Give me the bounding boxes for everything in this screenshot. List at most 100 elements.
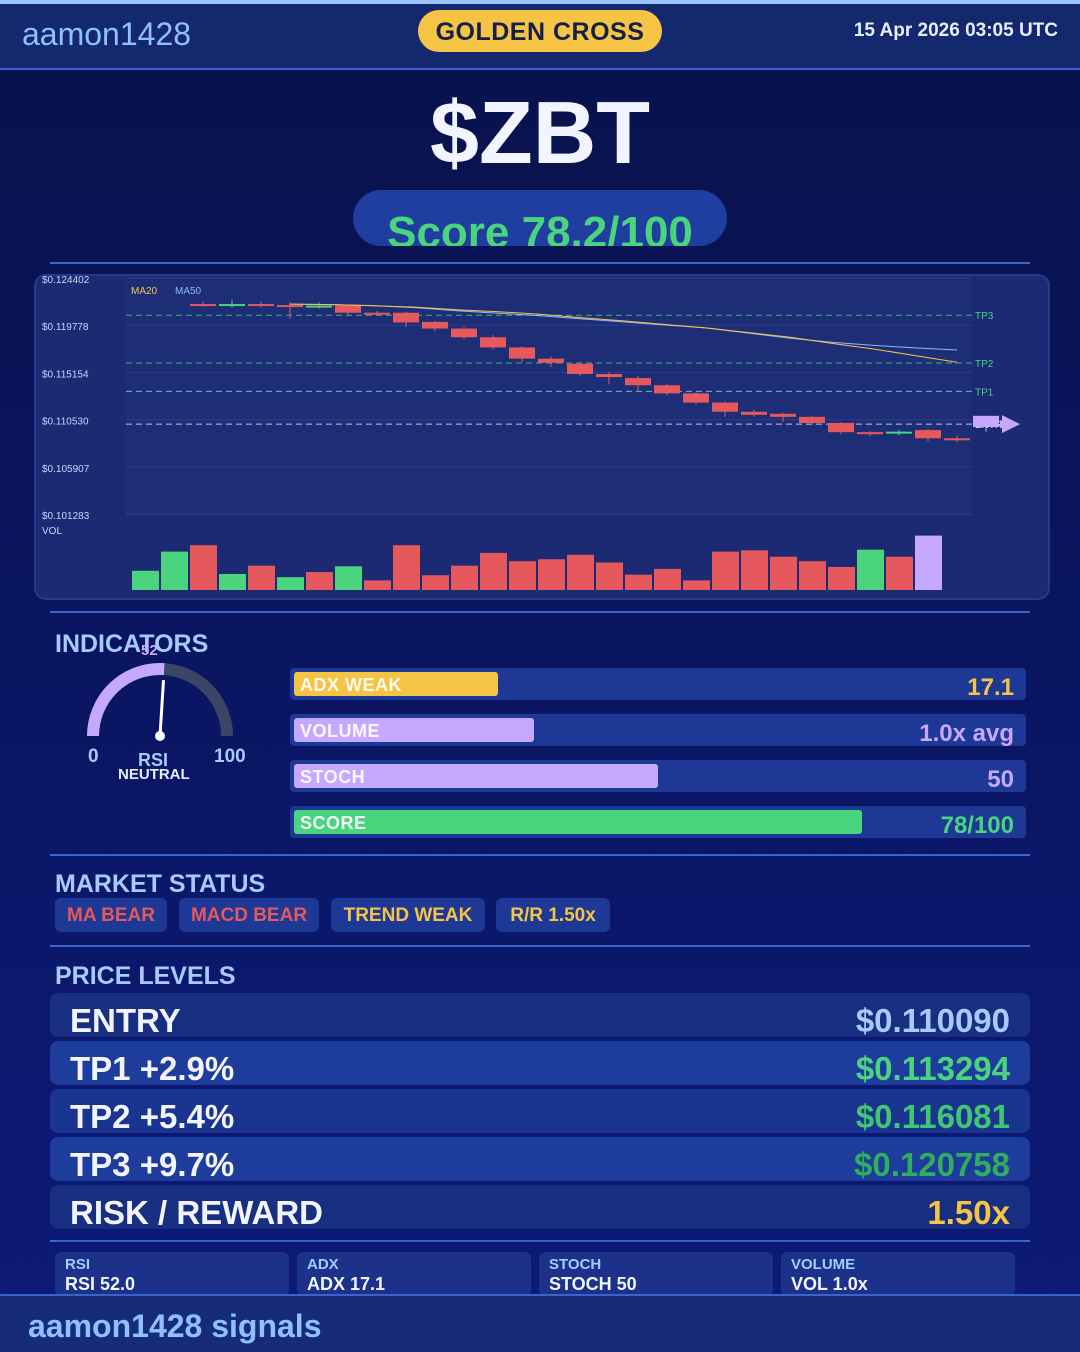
y-tick-label: $0.119778 <box>42 322 89 333</box>
volume-bar <box>567 554 594 590</box>
volume-bar <box>770 556 797 590</box>
candle <box>364 312 390 315</box>
volume-bar <box>132 570 159 590</box>
entry-arrow-head <box>1002 415 1020 434</box>
score-pill: Score 78.2/100 <box>353 190 727 246</box>
timestamp: 15 Apr 2026 03:05 UTC <box>853 20 1058 41</box>
divider <box>50 945 1030 947</box>
market-status-title: MARKET STATUS <box>55 870 266 898</box>
stat-card: VOLUME VOL 1.0x <box>781 1252 1015 1296</box>
rsi-min: 0 <box>88 746 99 767</box>
candle <box>712 402 738 412</box>
volume-bar <box>538 559 565 590</box>
price-levels-title: PRICE LEVELS <box>55 962 236 990</box>
candle <box>422 321 448 329</box>
ma20-line <box>289 303 958 363</box>
indicator-bar-value: 78/100 <box>940 812 1014 839</box>
candle <box>393 312 419 323</box>
price-level-value: $0.110090 <box>855 1002 1010 1039</box>
candle <box>799 416 825 423</box>
rsi-gauge-fill <box>87 663 165 737</box>
candle <box>944 438 970 441</box>
volume-bar <box>161 551 188 590</box>
indicator-bar: STOCH 50 <box>290 760 1026 793</box>
plot-area <box>126 280 972 516</box>
candle <box>277 305 303 308</box>
candle <box>248 304 274 307</box>
volume-bar <box>915 535 942 590</box>
volume-bar <box>335 566 362 590</box>
volume-bar <box>625 574 652 590</box>
status-chip: MACD BEAR <box>179 898 319 932</box>
indicator-bar-label: STOCH <box>300 767 366 787</box>
stat-card-title: RSI <box>65 1256 91 1273</box>
indicator-bar-value: 1.0x avg <box>919 720 1014 747</box>
candle <box>828 422 854 433</box>
indicator-bar: SCORE 78/100 <box>290 806 1026 839</box>
signal-badge: GOLDEN CROSS <box>418 10 662 52</box>
volume-bar <box>857 549 884 590</box>
volume-label: VOL <box>42 526 62 537</box>
stat-card-value: RSI 52.0 <box>65 1274 136 1294</box>
score-text: Score 78.2/100 <box>387 208 693 246</box>
stat-card: STOCH STOCH 50 <box>539 1252 773 1296</box>
y-tick-label: $0.110530 <box>42 417 89 428</box>
volume-bar <box>277 577 304 590</box>
candle <box>625 378 651 386</box>
indicator-bar-label: ADX WEAK <box>300 675 402 695</box>
volume-bar <box>596 562 623 590</box>
price-level-row: RISK / REWARD 1.50x <box>50 1185 1030 1231</box>
indicator-bar-label: VOLUME <box>300 721 381 741</box>
rsi-max: 100 <box>214 746 246 767</box>
level-label-tp3: TP3 <box>975 311 994 322</box>
price-level-row: TP3 +9.7% $0.120758 <box>50 1137 1030 1183</box>
level-label-tp2: TP2 <box>975 359 994 370</box>
volume-bar <box>364 580 391 590</box>
divider <box>50 854 1030 856</box>
candle <box>335 305 361 313</box>
rsi-needle <box>158 680 165 737</box>
candle <box>654 385 680 394</box>
candle <box>538 358 564 363</box>
status-chip: TREND WEAK <box>331 898 485 932</box>
price-level-label: ENTRY <box>70 1002 181 1039</box>
price-level-value: $0.120758 <box>854 1146 1010 1183</box>
stat-card-title: ADX <box>307 1256 339 1273</box>
stat-card-value: VOL 1.0x <box>791 1274 868 1294</box>
volume-bar <box>190 545 217 590</box>
price-level-label: TP2 +5.4% <box>70 1098 235 1135</box>
price-level-label: TP3 +9.7% <box>70 1146 235 1183</box>
indicator-bar-fill <box>294 672 498 696</box>
legend-ma20: MA20 <box>131 286 158 297</box>
volume-bar <box>219 574 246 590</box>
price-level-value: $0.113294 <box>855 1050 1010 1087</box>
volume-bar <box>683 580 710 590</box>
price-level-row: ENTRY $0.110090 <box>50 993 1030 1039</box>
volume-bar <box>393 545 420 590</box>
indicator-bar-fill <box>294 810 862 834</box>
volume-bar <box>741 550 768 590</box>
y-tick-label: $0.115154 <box>42 369 89 380</box>
candle <box>306 305 332 308</box>
candle <box>509 347 535 359</box>
price-level-value: 1.50x <box>927 1194 1010 1231</box>
indicator-bar-value: 50 <box>987 766 1014 793</box>
brand-name: aamon1428 <box>22 16 192 52</box>
stat-card: RSI RSI 52.0 <box>55 1252 289 1296</box>
rsi-value: 52 <box>141 642 158 659</box>
rsi-gauge <box>87 663 233 741</box>
stat-card-title: STOCH <box>549 1256 602 1273</box>
candle <box>567 363 593 374</box>
candle <box>219 304 245 307</box>
volume-bar <box>451 565 478 590</box>
volume-bar <box>306 572 333 590</box>
footer-bar <box>0 1294 1080 1352</box>
price-level-label: RISK / REWARD <box>70 1194 324 1231</box>
indicator-bar-label: SCORE <box>300 813 367 833</box>
price-level-value: $0.116081 <box>855 1098 1010 1135</box>
volume-bar <box>799 561 826 590</box>
indicator-bar-fill <box>294 718 534 742</box>
divider <box>50 611 1030 613</box>
indicators-title: INDICATORS <box>55 630 209 658</box>
volume-bar <box>509 561 536 590</box>
